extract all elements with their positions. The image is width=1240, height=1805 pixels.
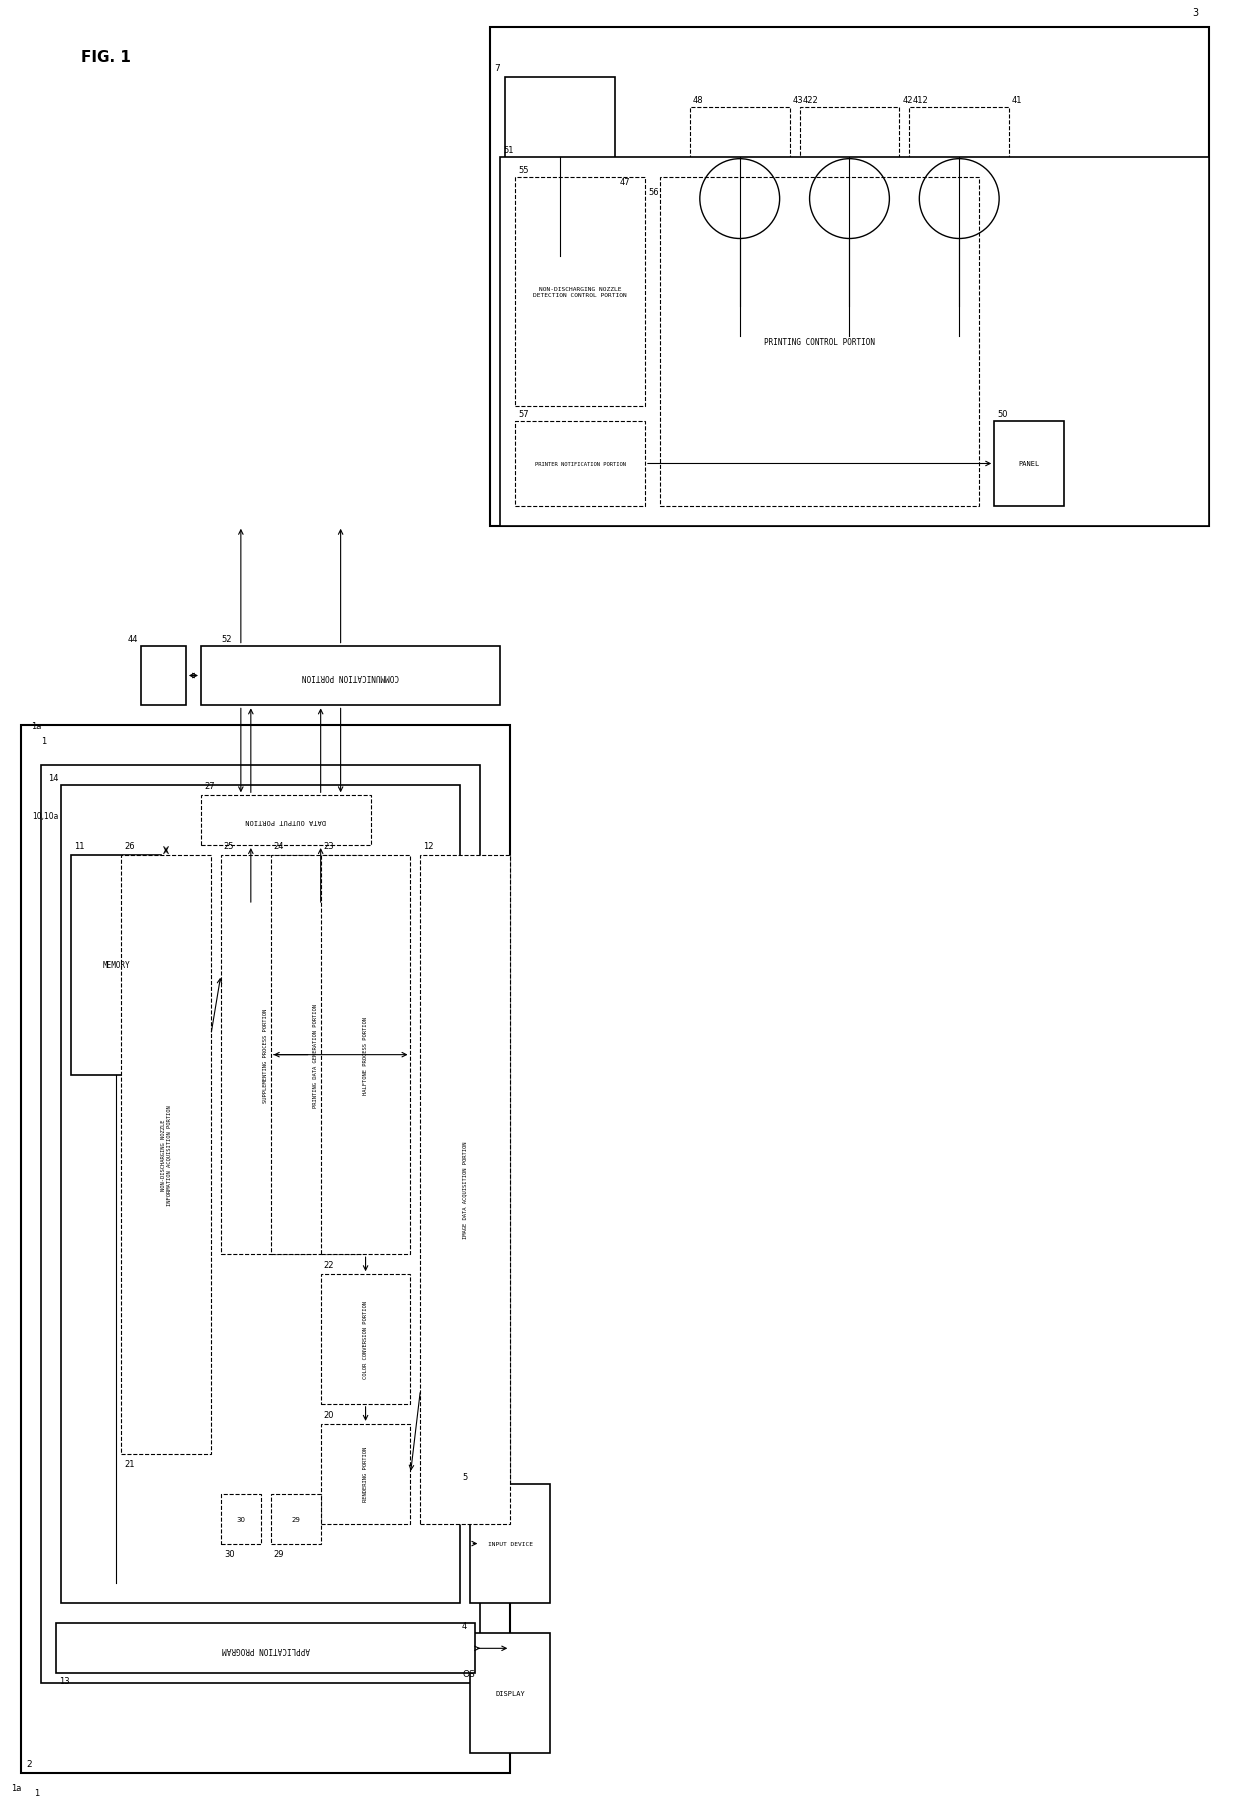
Text: DATA OUTPUT PORTION: DATA OUTPUT PORTION: [246, 818, 326, 823]
Text: 4: 4: [463, 1621, 467, 1630]
Text: 10,10a: 10,10a: [32, 810, 58, 819]
Text: SUPPLEMENTING PROCESS PORTION: SUPPLEMENTING PROCESS PORTION: [263, 1007, 268, 1103]
Text: NON-DISCHARGING NOZZLE
INFORMATION ACQUISITION PORTION: NON-DISCHARGING NOZZLE INFORMATION ACQUI…: [161, 1105, 171, 1206]
Text: 43: 43: [792, 96, 804, 105]
Bar: [505, 78, 615, 258]
Text: 52: 52: [221, 634, 232, 643]
Text: 23: 23: [324, 841, 335, 850]
Text: 1a: 1a: [31, 722, 42, 731]
Text: 29: 29: [274, 1549, 284, 1558]
Text: APPLICATION PROGRAM: APPLICATION PROGRAM: [222, 1644, 310, 1653]
Text: 21: 21: [124, 1458, 135, 1467]
Bar: [21, 726, 510, 1773]
Text: 30: 30: [224, 1549, 234, 1558]
Bar: [321, 1274, 410, 1404]
Text: 2: 2: [26, 1760, 32, 1769]
Bar: [516, 422, 645, 507]
Text: NON-DISCHARGING NOZZLE
DETECTION CONTROL PORTION: NON-DISCHARGING NOZZLE DETECTION CONTROL…: [533, 287, 627, 298]
Bar: [490, 27, 1209, 527]
Text: 55: 55: [518, 166, 528, 175]
Bar: [635, 188, 684, 258]
Text: 14: 14: [48, 774, 58, 783]
Bar: [660, 177, 980, 507]
Text: 12: 12: [423, 841, 434, 850]
Text: 7: 7: [495, 63, 500, 72]
Bar: [221, 1495, 260, 1543]
Text: 422: 422: [802, 96, 818, 105]
Text: 5: 5: [463, 1471, 467, 1480]
Bar: [221, 856, 311, 1254]
Bar: [321, 856, 410, 1254]
Bar: [420, 856, 510, 1523]
Bar: [470, 1634, 551, 1753]
Bar: [909, 108, 1009, 338]
Bar: [500, 157, 1209, 527]
Text: 1a: 1a: [11, 1783, 21, 1792]
Text: COMMUNICATION PORTION: COMMUNICATION PORTION: [303, 671, 399, 680]
Text: 20: 20: [324, 1410, 334, 1419]
Text: PANEL: PANEL: [1018, 462, 1039, 467]
Text: 48: 48: [693, 96, 703, 105]
Bar: [56, 1623, 475, 1673]
Text: 25: 25: [224, 841, 234, 850]
Text: 30: 30: [237, 1516, 246, 1522]
Text: MEMORY: MEMORY: [102, 960, 130, 969]
Bar: [71, 856, 161, 1076]
Bar: [321, 1424, 410, 1523]
Text: 57: 57: [518, 410, 528, 419]
Text: 13: 13: [60, 1677, 69, 1686]
Text: 3: 3: [1193, 7, 1199, 18]
Bar: [516, 177, 645, 406]
Text: 11: 11: [74, 841, 84, 850]
Text: 24: 24: [274, 841, 284, 850]
Text: PRINTING DATA GENERATION PORTION: PRINTING DATA GENERATION PORTION: [314, 1004, 319, 1106]
Bar: [61, 785, 460, 1603]
Text: PRINTING CONTROL PORTION: PRINTING CONTROL PORTION: [764, 338, 875, 347]
Text: DISPLAY: DISPLAY: [495, 1689, 525, 1697]
Text: 41: 41: [1012, 96, 1023, 105]
Bar: [470, 1484, 551, 1603]
Bar: [141, 646, 186, 706]
Text: IMAGE DATA ACQUISITION PORTION: IMAGE DATA ACQUISITION PORTION: [463, 1141, 467, 1238]
Text: 27: 27: [203, 782, 215, 791]
Bar: [201, 646, 500, 706]
Text: FIG. 1: FIG. 1: [81, 51, 131, 65]
Text: 22: 22: [324, 1260, 334, 1269]
Text: 44: 44: [128, 634, 138, 643]
Text: 29: 29: [291, 1516, 300, 1522]
Text: 1: 1: [33, 1789, 38, 1798]
Bar: [201, 796, 371, 847]
Text: 1: 1: [41, 736, 47, 745]
Text: 42: 42: [903, 96, 913, 105]
Text: RENDERING PORTION: RENDERING PORTION: [363, 1446, 368, 1502]
Text: COLOR CONVERSION PORTION: COLOR CONVERSION PORTION: [363, 1300, 368, 1379]
Bar: [689, 108, 790, 338]
Bar: [41, 765, 480, 1684]
Bar: [800, 108, 899, 338]
Text: 47: 47: [619, 179, 630, 188]
Text: INPUT DEVICE: INPUT DEVICE: [487, 1541, 533, 1547]
Text: PRINTER NOTIFICATION PORTION: PRINTER NOTIFICATION PORTION: [534, 462, 626, 467]
Bar: [994, 422, 1064, 507]
Text: 412: 412: [913, 96, 928, 105]
Text: 56: 56: [649, 188, 658, 197]
Bar: [270, 856, 361, 1254]
Bar: [270, 1495, 321, 1543]
Text: 50: 50: [997, 410, 1008, 419]
Text: HALFTONE PROCESS PORTION: HALFTONE PROCESS PORTION: [363, 1016, 368, 1094]
Text: OS: OS: [463, 1670, 475, 1679]
Text: 51: 51: [503, 146, 513, 155]
Text: 26: 26: [124, 841, 135, 850]
Bar: [122, 856, 211, 1455]
